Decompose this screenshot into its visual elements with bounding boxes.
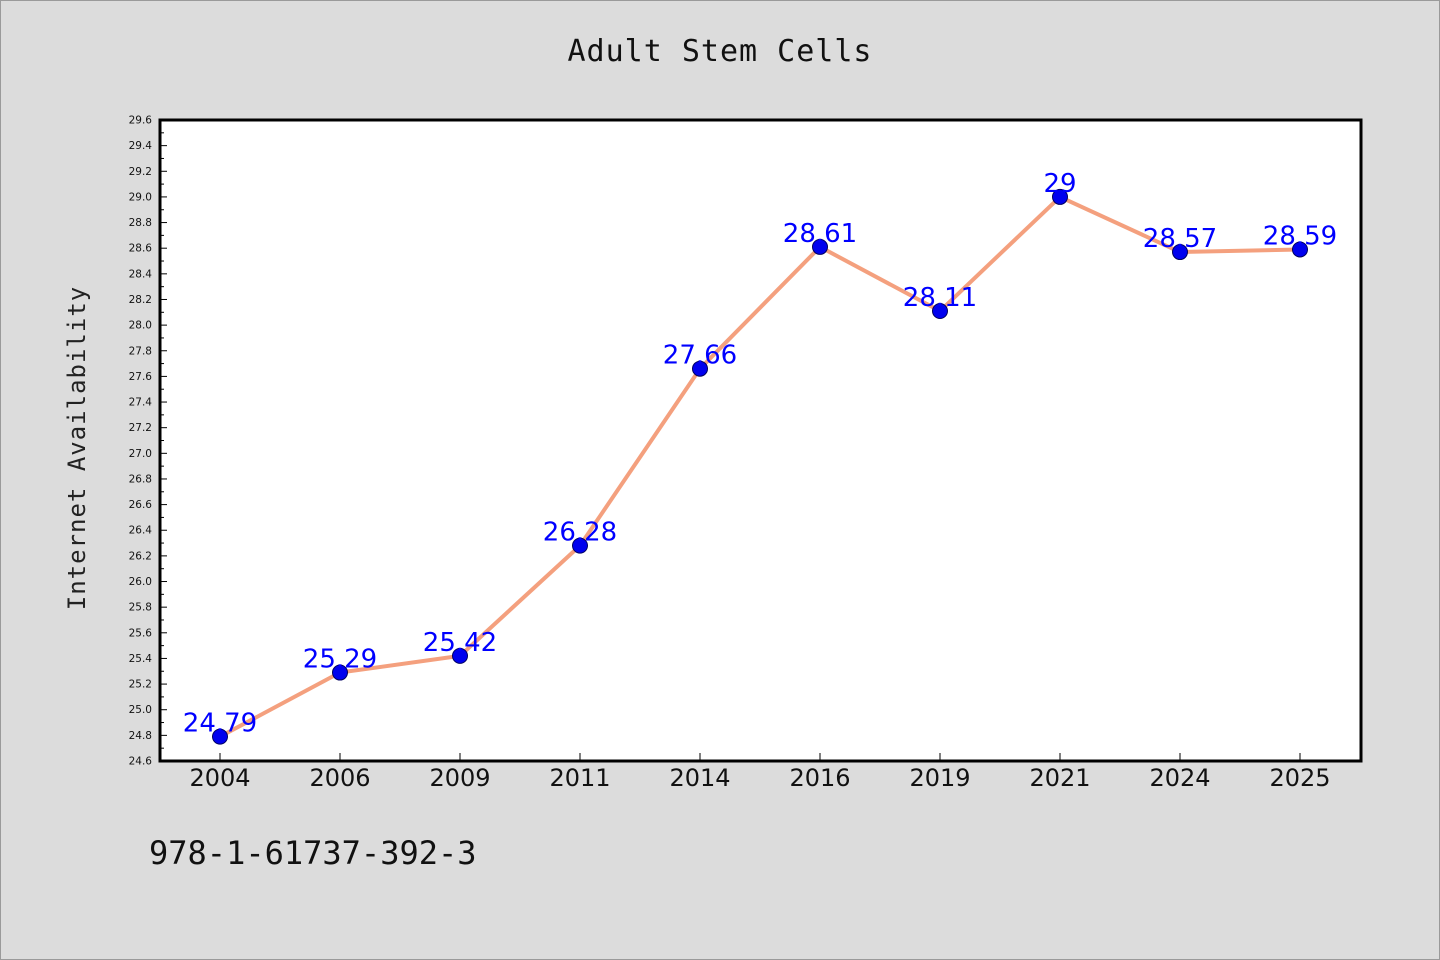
data-label: 25.42 <box>423 628 497 658</box>
y-tick-label: 29.2 <box>129 166 152 178</box>
y-axis: 24.6 24.8 25.0 25.2 25.4 25.6 25.8 26.0 26.2 26.4… <box>129 115 167 768</box>
x-tick-label: 2011 <box>549 764 610 792</box>
y-tick-label: 28.2 <box>129 294 152 306</box>
data-label: 28.59 <box>1263 221 1337 251</box>
y-tick-label: 29.6 <box>129 115 153 127</box>
x-tick-label: 2006 <box>309 764 370 792</box>
data-point <box>812 238 828 255</box>
y-tick-label: 26.0 <box>129 576 152 588</box>
data-point <box>452 647 468 664</box>
y-tick-label: 24.6 <box>129 756 153 768</box>
y-tick-label: 25.0 <box>129 704 152 716</box>
x-tick-label: 2009 <box>429 764 490 792</box>
y-tick-label: 24.8 <box>129 730 152 742</box>
x-tick-label: 2019 <box>909 764 970 792</box>
data-point <box>1292 241 1308 258</box>
y-tick-label: 27.8 <box>129 345 152 357</box>
x-tick-label: 2021 <box>1029 764 1090 792</box>
y-tick-label: 27.6 <box>129 371 153 383</box>
data-point <box>1052 188 1068 205</box>
data-point <box>1172 244 1188 261</box>
data-point <box>332 664 348 681</box>
y-tick-label: 28.0 <box>129 320 152 332</box>
data-point <box>932 303 948 320</box>
y-tick-label: 26.4 <box>129 525 153 537</box>
y-tick-label: 28.4 <box>129 268 153 280</box>
data-label: 24.79 <box>183 709 257 739</box>
x-tick-label: 2016 <box>789 764 850 792</box>
series-line <box>218 194 1302 739</box>
y-tick-label: 28.6 <box>129 243 153 255</box>
x-tick-label: 2024 <box>1149 764 1210 792</box>
data-point <box>692 360 708 377</box>
y-tick-label: 25.8 <box>129 602 152 614</box>
y-tick-label: 26.6 <box>129 499 153 511</box>
data-label: 29 <box>1043 169 1076 199</box>
footnote-isbn: 978-1-61737-392-3 <box>149 834 477 872</box>
data-label: 26.28 <box>543 518 617 548</box>
y-tick-label: 26.2 <box>129 550 152 562</box>
x-tick-label: 2025 <box>1269 764 1330 792</box>
y-tick-label: 29.4 <box>129 140 153 152</box>
plot-area <box>160 120 1361 761</box>
y-tick-label: 26.8 <box>129 473 152 485</box>
y-tick-label: 29.0 <box>129 191 152 203</box>
x-tick-label: 2014 <box>669 764 730 792</box>
y-tick-label: 28.8 <box>129 217 152 229</box>
data-label: 27.66 <box>663 341 737 371</box>
data-label: 28.11 <box>903 283 977 313</box>
data-label: 28.61 <box>783 219 857 249</box>
series-layer: 24.79 25.29 25.42 26.28 27.66 28.61 28.11 29 28.… <box>183 169 1337 745</box>
data-point <box>212 728 228 745</box>
y-tick-label: 25.2 <box>129 679 152 691</box>
chart-title: Adult Stem Cells <box>567 34 873 69</box>
data-label: 25.29 <box>303 645 377 675</box>
data-point <box>572 537 588 554</box>
plot-frame <box>158 118 1363 763</box>
y-tick-label: 27.0 <box>129 448 152 460</box>
y-tick-label: 25.6 <box>129 627 153 639</box>
data-label: 28.57 <box>1143 224 1217 254</box>
y-tick-label: 25.4 <box>129 653 153 665</box>
x-tick-label: 2004 <box>189 764 250 792</box>
y-tick-label: 27.2 <box>129 422 152 434</box>
y-tick-label: 27.4 <box>129 397 153 409</box>
